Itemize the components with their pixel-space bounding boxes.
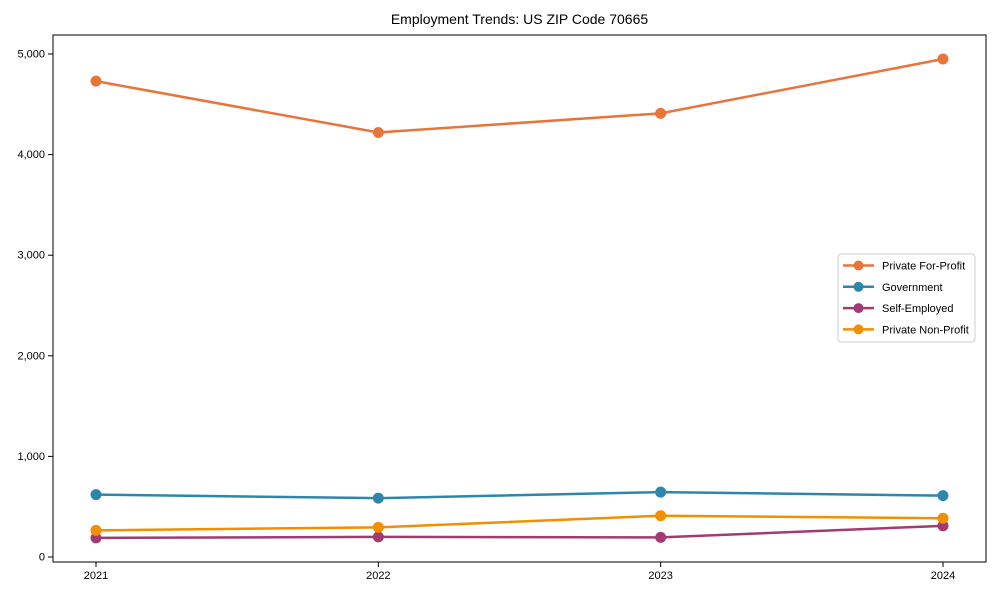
y-axis-tick-label: 1,000 bbox=[17, 451, 45, 463]
data-point-government-2023 bbox=[655, 486, 667, 498]
legend: Private For-Profit Government Self-Employe… bbox=[837, 253, 976, 343]
x-axis-tick-label: 2022 bbox=[366, 570, 390, 582]
data-point-private-non-profit-2024 bbox=[937, 512, 949, 524]
series-line-private-for-profit bbox=[95, 57, 944, 134]
data-point-self-employed-2023 bbox=[655, 531, 667, 543]
series-line-self-employed bbox=[95, 524, 944, 540]
legend-marker-private-non-profit bbox=[853, 324, 864, 335]
legend-label-self-employed: Self-Employed bbox=[882, 303, 954, 315]
y-axis-tick-label: 0 bbox=[39, 552, 45, 564]
data-point-self-employed-2021 bbox=[90, 532, 102, 544]
legend-marker-self-employed bbox=[853, 303, 864, 314]
legend-marker-government bbox=[853, 281, 864, 292]
plot-border bbox=[52, 34, 987, 563]
data-point-government-2022 bbox=[372, 492, 384, 504]
data-point-private-for-profit-2024 bbox=[937, 53, 949, 65]
legend-label-private-non-profit: Private Non-Profit bbox=[882, 324, 969, 336]
data-point-self-employed-2024 bbox=[937, 520, 949, 532]
data-point-private-for-profit-2021 bbox=[90, 75, 102, 87]
data-point-private-for-profit-2022 bbox=[372, 126, 384, 138]
data-series bbox=[90, 53, 949, 544]
y-axis-tick-label: 3,000 bbox=[17, 250, 45, 262]
legend-label-private-for-profit: Private For-Profit bbox=[882, 261, 965, 273]
legend-label-government: Government bbox=[882, 282, 943, 294]
chart-title: Employment Trends: US ZIP Code 70665 bbox=[391, 11, 649, 27]
data-point-private-for-profit-2023 bbox=[655, 107, 667, 119]
y-axis-tick-label: 5,000 bbox=[17, 49, 45, 61]
x-axis-tick-label: 2024 bbox=[931, 570, 955, 582]
data-point-private-non-profit-2021 bbox=[90, 524, 102, 536]
y-axis-tick-label: 4,000 bbox=[17, 149, 45, 161]
data-point-government-2021 bbox=[90, 489, 102, 501]
data-point-government-2024 bbox=[937, 490, 949, 502]
x-axis-tick-label: 2023 bbox=[648, 570, 672, 582]
legend-box bbox=[837, 253, 976, 343]
legend-marker-private-for-profit bbox=[853, 260, 864, 271]
axes: 0 1,000 2,000 3,000 4,000 5,000 2021 2022 2023 20… bbox=[17, 34, 987, 582]
y-axis-tick-label: 2,000 bbox=[17, 350, 45, 362]
x-axis-tick-label: 2021 bbox=[84, 570, 108, 582]
series-line-private-non-profit bbox=[95, 514, 944, 532]
data-point-private-non-profit-2022 bbox=[372, 521, 384, 533]
data-point-self-employed-2022 bbox=[372, 531, 384, 543]
series-line-government bbox=[95, 490, 944, 500]
data-point-private-non-profit-2023 bbox=[655, 510, 667, 522]
